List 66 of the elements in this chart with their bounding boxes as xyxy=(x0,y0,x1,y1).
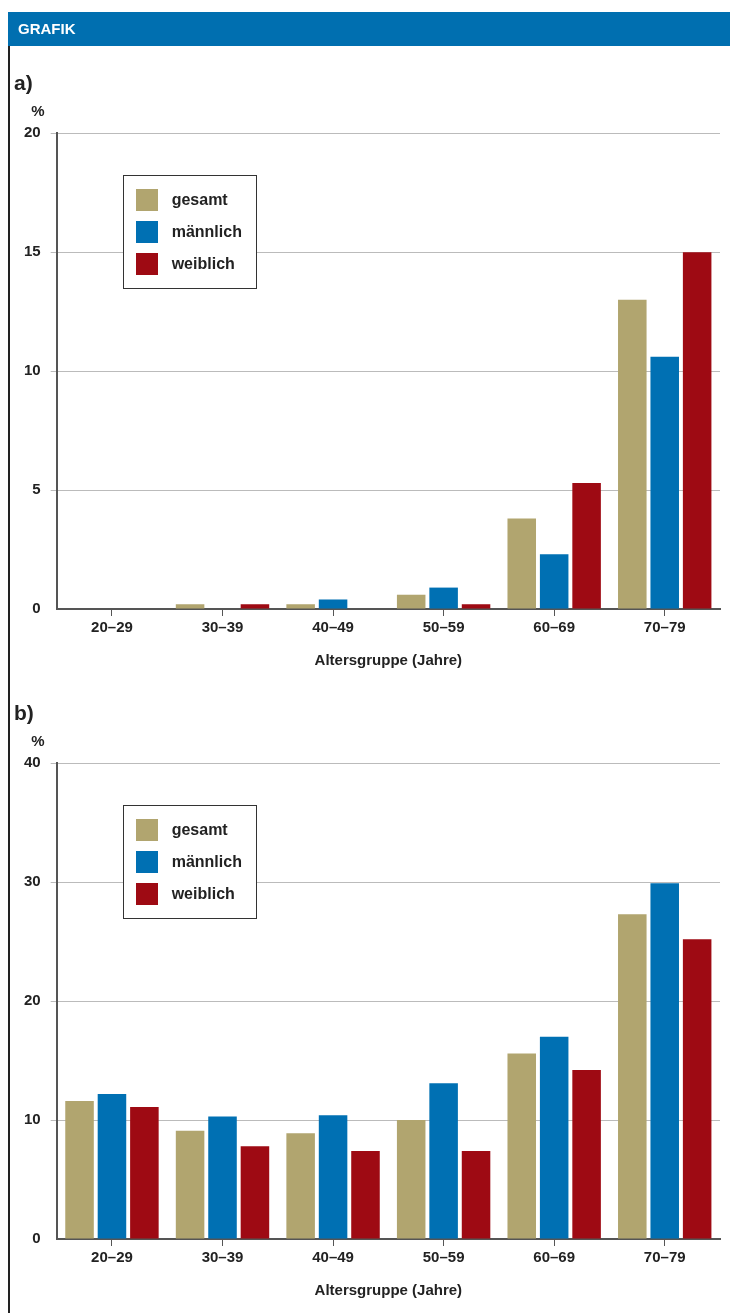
x-tick-label: 70–79 xyxy=(643,618,686,636)
bar xyxy=(240,1146,270,1239)
x-tick-label: 40–49 xyxy=(312,618,354,636)
bar xyxy=(318,1115,348,1239)
y-tick-label: 15 xyxy=(24,242,41,260)
x-tick-label: 70–79 xyxy=(643,1248,686,1266)
y-tick-label: 30 xyxy=(24,872,41,890)
y-tick-label: 20 xyxy=(24,991,41,1009)
bar xyxy=(65,1101,94,1239)
text: GRAFIK xyxy=(8,12,730,46)
bar xyxy=(539,1036,569,1239)
bar xyxy=(507,518,537,609)
x-tick-label: 30–39 xyxy=(201,1248,244,1266)
legend-label: männlich xyxy=(171,853,242,872)
x-tick-label: 40–49 xyxy=(312,1248,354,1266)
x-axis-title: Altersgruppe (Jahre) xyxy=(314,651,463,669)
x-tick-label: 20–29 xyxy=(91,1248,133,1266)
bar xyxy=(539,554,569,609)
bar xyxy=(351,1150,380,1239)
y-tick-label: 5 xyxy=(32,480,41,498)
x-axis-title: Altersgruppe (Jahre) xyxy=(314,1281,463,1299)
y-tick-label: 10 xyxy=(24,1110,41,1128)
y-tick-label: 20 xyxy=(24,123,41,141)
y-tick-label: 40 xyxy=(24,753,41,771)
bar xyxy=(461,604,491,609)
bar xyxy=(97,1093,127,1239)
bar xyxy=(396,594,426,609)
bar xyxy=(318,599,348,609)
x-tick-label: 20–29 xyxy=(91,618,133,636)
bar xyxy=(618,299,647,609)
bar xyxy=(175,1130,205,1239)
bar xyxy=(429,587,458,609)
x-tick-label: 30–39 xyxy=(201,618,244,636)
bar xyxy=(650,356,679,609)
bar xyxy=(682,939,712,1239)
bar xyxy=(572,1070,601,1239)
legend-label: weiblich xyxy=(171,255,235,274)
y-tick-label: 0 xyxy=(32,599,41,617)
bar xyxy=(618,914,647,1239)
x-tick-label: 60–69 xyxy=(533,618,576,636)
x-tick-label: 60–69 xyxy=(533,1248,576,1266)
y-tick-label: 0 xyxy=(32,1229,41,1247)
bar xyxy=(572,482,601,609)
bar xyxy=(240,604,270,609)
legend-label: gesamt xyxy=(171,821,228,840)
bar xyxy=(396,1120,426,1239)
bar xyxy=(175,604,205,609)
bar xyxy=(286,1133,315,1239)
x-tick-label: 50–59 xyxy=(422,1248,465,1266)
x-tick-label: 50–59 xyxy=(422,618,465,636)
bar xyxy=(507,1053,537,1239)
bar xyxy=(650,883,679,1239)
bar xyxy=(286,604,315,609)
chart-title: a) xyxy=(14,71,33,95)
chart-title: b) xyxy=(14,701,34,725)
legend-label: weiblich xyxy=(171,885,235,904)
y-axis-title: % xyxy=(31,731,45,749)
bar xyxy=(461,1150,491,1239)
y-tick-label: 10 xyxy=(24,361,41,379)
bar xyxy=(682,252,712,609)
legend-label: gesamt xyxy=(171,191,228,210)
bar xyxy=(429,1083,458,1239)
bar xyxy=(130,1106,159,1239)
bar xyxy=(208,1116,237,1239)
legend-label: männlich xyxy=(171,223,242,242)
y-axis-title: % xyxy=(31,101,45,119)
